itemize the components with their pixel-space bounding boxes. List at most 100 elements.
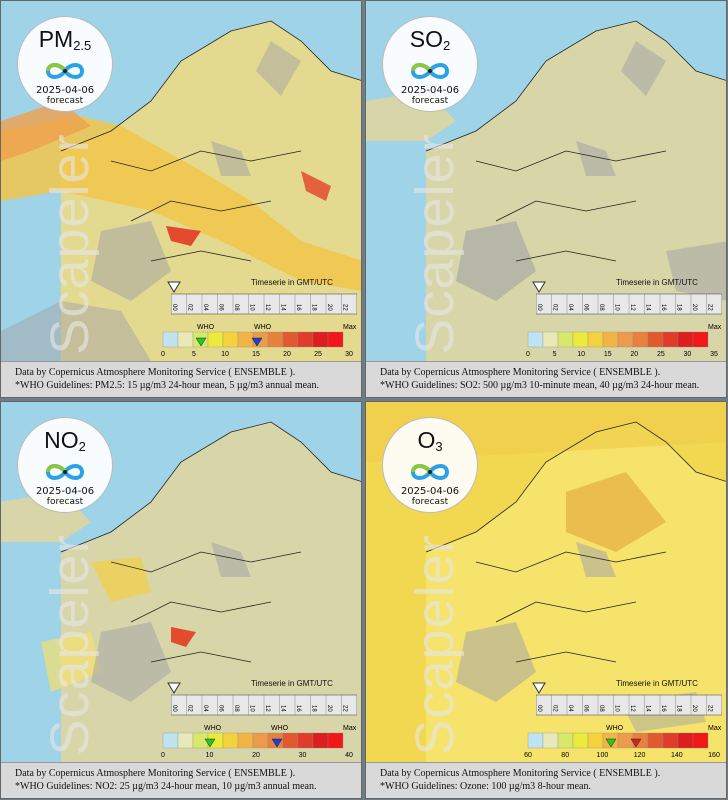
hour-label: 14	[645, 304, 651, 311]
colorscale-cell	[207, 331, 224, 348]
pm25-map[interactable]	[1, 1, 361, 361]
colorscale-cells	[162, 732, 344, 749]
timeseries-label: Timeserie in GMT/UTC	[251, 278, 333, 287]
colorscale-cell	[312, 732, 329, 749]
colorscale-cell	[617, 732, 634, 749]
timeline-bar[interactable]: 00020406081012141618202224	[171, 290, 357, 316]
forecast-label: forecast	[411, 497, 449, 507]
infinity-logo-icon	[410, 63, 450, 79]
scale-tick-label: 20	[252, 752, 260, 759]
who-label: WHO	[204, 725, 222, 732]
hour-label: 20	[326, 304, 332, 311]
hour-label: 10	[249, 304, 255, 311]
hour-label: 18	[676, 705, 682, 712]
brand-watermark: Scapeler	[405, 133, 465, 355]
hour-label: 04	[202, 705, 208, 712]
timeline-bar[interactable]: 00020406081012141618202224	[171, 691, 357, 717]
hour-label: 12	[629, 705, 635, 712]
pm25-panel: PM2.5 2025-04-06 forecast Scapeler Times…	[0, 0, 362, 398]
hour-label: 16	[660, 304, 666, 311]
colorscale-cell	[662, 331, 679, 348]
caption-who: *WHO Guidelines: Ozone: 100 µg/m3 8-hour…	[380, 781, 591, 792]
o3-panel: O3 2025-04-06 forecast Scapeler Timeseri…	[365, 401, 727, 799]
hour-label: 08	[598, 705, 604, 712]
hour-label: 10	[614, 705, 620, 712]
scale-tick-label: 10	[206, 752, 214, 759]
so2-logo-badge: SO2 2025-04-06 forecast	[382, 16, 478, 112]
colorscale: WHO 60 80 100 120 140 160 Max	[524, 725, 722, 759]
max-label: Max	[708, 324, 722, 331]
no2-panel: NO2 2025-04-06 forecast Scapeler Timeser…	[0, 401, 362, 799]
hour-label: 02	[552, 705, 558, 712]
who-blue-marker-icon	[251, 337, 263, 347]
colorscale-cell	[222, 732, 239, 749]
hour-label: 20	[326, 705, 332, 712]
scale-tick-label: 30	[345, 351, 353, 358]
hour-label: 10	[614, 304, 620, 311]
scale-tick-label: 10	[577, 351, 585, 358]
scale-tick-label: 120	[634, 752, 646, 759]
timeline-bar[interactable]: 00020406081012141618202224	[536, 691, 722, 717]
hour-label: 08	[598, 304, 604, 311]
hour-label: 14	[280, 705, 286, 712]
who-label: WHO	[606, 725, 624, 732]
pm25-caption: Data by Copernicus Atmosphere Monitoring…	[1, 361, 361, 397]
colorscale-cell	[162, 732, 179, 749]
scale-tick-label: 15	[252, 351, 260, 358]
scale-tick-label: 140	[671, 752, 683, 759]
hour-label: 08	[233, 705, 239, 712]
timeseries-label: Timeserie in GMT/UTC	[616, 679, 698, 688]
hour-label: 20	[691, 705, 697, 712]
colorscale-cell	[527, 732, 544, 749]
scale-ticks: 0 5 10 15 20 25 30	[161, 351, 353, 358]
no2-logo-badge: NO2 2025-04-06 forecast	[17, 417, 113, 513]
timeline-bar[interactable]: 00020406081012141618202224	[536, 290, 722, 316]
o3-logo-badge: O3 2025-04-06 forecast	[382, 417, 478, 513]
scale-tick-label: 60	[524, 752, 532, 759]
hour-label: 02	[187, 304, 193, 311]
pm25-logo-badge: PM2.5 2025-04-06 forecast	[17, 16, 113, 112]
colorscale: WHO WHO 0 5 10 15 20 25 30 Max	[161, 324, 357, 358]
pollutant-label: PM2.5	[38, 26, 92, 53]
colorscale-cell	[617, 331, 634, 348]
colorscale-cell	[297, 331, 314, 348]
no2-caption: Data by Copernicus Atmosphere Monitoring…	[1, 762, 361, 798]
colorscale-cell	[282, 331, 299, 348]
forecast-label: forecast	[46, 497, 84, 507]
colorscale-cell	[662, 732, 679, 749]
current-time-marker-icon	[167, 281, 181, 293]
colorscale-cell	[237, 732, 254, 749]
hour-label: 16	[295, 705, 301, 712]
hour-ticks: 00020406081012141618202224	[536, 695, 722, 715]
colorscale-cell	[327, 331, 344, 348]
colorscale-cell	[587, 331, 604, 348]
hour-label: 20	[691, 304, 697, 311]
forecast-date: 2025-04-06	[35, 85, 95, 96]
scale-tick-label: 30	[684, 351, 692, 358]
hour-label: 08	[233, 304, 239, 311]
forecast-label: forecast	[411, 96, 449, 106]
hour-label: 06	[218, 304, 224, 311]
hour-label: 22	[342, 304, 348, 311]
caption-source: Data by Copernicus Atmosphere Monitoring…	[380, 768, 661, 779]
hour-label: 22	[707, 304, 713, 311]
scale-tick-label: 40	[345, 752, 353, 759]
colorscale-cell	[572, 331, 589, 348]
hour-ticks: 00020406081012141618202224	[171, 294, 357, 314]
scale-tick-label: 30	[299, 752, 307, 759]
infinity-logo-icon	[410, 464, 450, 480]
timeseries-label: Timeserie in GMT/UTC	[251, 679, 333, 688]
caption-source: Data by Copernicus Atmosphere Monitoring…	[380, 367, 661, 378]
scale-ticks: 60 80 100 120 140 160	[524, 752, 720, 759]
scale-tick-label: 160	[708, 752, 720, 759]
scale-tick-label: 10	[221, 351, 229, 358]
scale-tick-label: 35	[710, 351, 718, 358]
current-time-marker-icon	[167, 682, 181, 694]
forecast-date: 2025-04-06	[400, 85, 460, 96]
hour-label: 14	[645, 705, 651, 712]
colorscale: 0 5 10 15 20 25 30 35 Max	[526, 324, 722, 358]
colorscale-cell	[692, 732, 709, 749]
hour-label: 06	[583, 705, 589, 712]
colorscale-cell	[647, 732, 664, 749]
colorscale-cell	[692, 331, 709, 348]
